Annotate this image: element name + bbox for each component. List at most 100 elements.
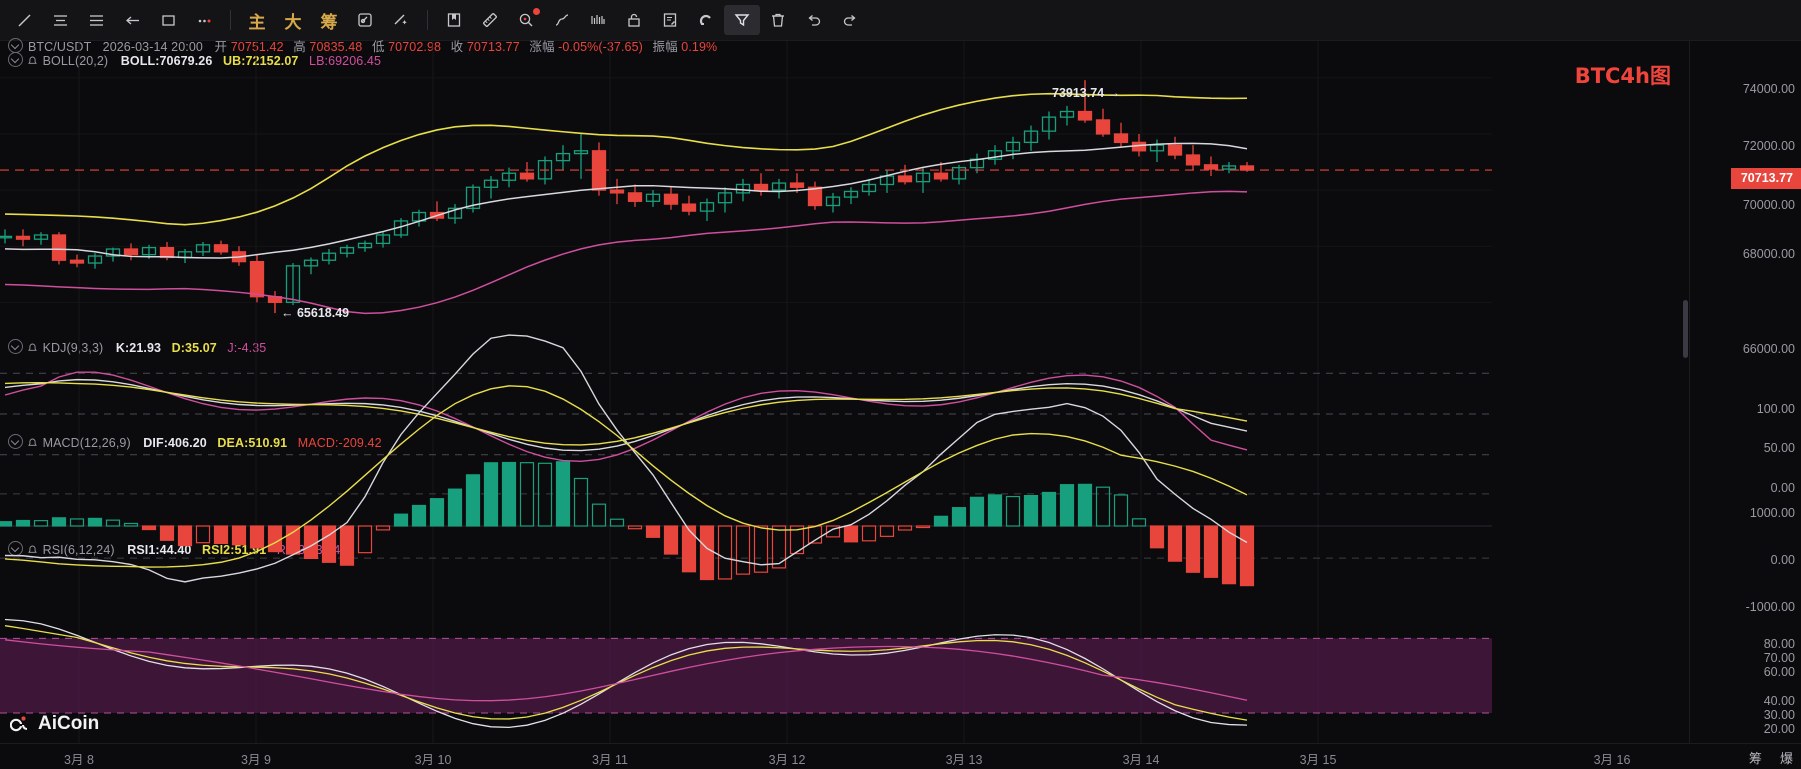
macd-dea-value: DEA:510.91 xyxy=(217,436,288,450)
price-axis[interactable]: 74000.00 72000.00 70000.00 68000.00 6600… xyxy=(1689,41,1801,744)
bell-icon[interactable] xyxy=(28,437,37,447)
time-axis[interactable]: 3月 8 3月 9 3月 10 3月 11 3月 12 3月 13 3月 14 … xyxy=(0,743,1801,769)
magnet-edit-icon[interactable] xyxy=(347,5,383,35)
axis-price-66000: 66000.00 xyxy=(1742,342,1795,356)
drawing-toolbar: 主 大 筹 xyxy=(0,0,1801,41)
symbol-label[interactable]: BTC/USDT xyxy=(28,40,92,54)
trendline-icon[interactable] xyxy=(6,5,42,35)
axis-rsi-40: 40.00 xyxy=(1763,694,1795,708)
corner-tools[interactable]: 筹 爆 xyxy=(1735,748,1793,767)
axis-price-72000: 72000.00 xyxy=(1742,139,1795,153)
ruler-icon[interactable] xyxy=(472,5,508,35)
big-order-button[interactable]: 大 xyxy=(284,12,302,33)
line-magic-icon[interactable] xyxy=(383,5,419,35)
alert-badge xyxy=(533,8,540,15)
period-high-marker: 73913.74 → xyxy=(1052,86,1121,100)
bell-icon[interactable] xyxy=(28,55,37,65)
notes-icon[interactable] xyxy=(652,5,688,35)
axis-rsi-30: 30.00 xyxy=(1763,708,1795,722)
open-value: 70751.42 xyxy=(230,40,284,54)
bookmark-icon[interactable] xyxy=(436,5,472,35)
axis-rsi-20: 20.00 xyxy=(1763,722,1795,736)
low-label: 低 xyxy=(371,40,385,54)
change-label: 涨幅 xyxy=(529,40,555,54)
axis-rsi-70: 70.00 xyxy=(1763,651,1795,665)
kdj-d-value: D:35.07 xyxy=(171,341,217,355)
macd-dif-value: DIF:406.20 xyxy=(143,436,207,450)
corner-tool-chips[interactable]: 筹 xyxy=(1748,752,1762,767)
boll-mid-value: BOLL:70679.26 xyxy=(120,54,213,68)
chart-canvas[interactable] xyxy=(0,41,1690,744)
corner-tool-burst[interactable]: 爆 xyxy=(1779,752,1793,767)
redo-icon[interactable] xyxy=(832,5,868,35)
axis-macd-0: 0.00 xyxy=(1770,553,1795,567)
time-label-8: 3月 16 xyxy=(1593,753,1631,767)
boll-lb-value: LB:69206.45 xyxy=(309,54,382,68)
watermark-text: AiCoin xyxy=(38,713,100,734)
quote-datetime: 2026-03-14 20:00 xyxy=(102,40,203,54)
time-label-3: 3月 11 xyxy=(592,753,628,767)
change-value: -0.05%(-37.65) xyxy=(558,40,643,54)
quote-legend: BTC/USDT 2026-03-14 20:00 开 70751.42 高 7… xyxy=(8,36,717,55)
filter-icon[interactable] xyxy=(724,5,760,35)
kdj-name[interactable]: KDJ(9,3,3) xyxy=(42,341,104,355)
toggle-visibility-icon[interactable] xyxy=(8,52,23,67)
kdj-k-value: K:21.93 xyxy=(115,341,162,355)
toolbar-divider-2 xyxy=(427,10,428,30)
horizontal-lines-icon[interactable] xyxy=(42,5,78,35)
kdj-j-value: J:-4.35 xyxy=(227,341,267,355)
boll-name[interactable]: BOLL(20,2) xyxy=(42,54,109,68)
more-tools-icon[interactable] xyxy=(186,5,222,35)
chart-title-annotation: BTC4h图 xyxy=(1574,64,1671,88)
axis-rsi-60: 60.00 xyxy=(1763,665,1795,679)
kdj-legend: KDJ(9,3,3) K:21.93 D:35.07 J:-4.35 xyxy=(8,339,266,355)
rsi1-value: RSI1:44.40 xyxy=(127,543,192,557)
search-alert-icon[interactable] xyxy=(508,5,544,35)
amplitude-label: 振幅 xyxy=(652,40,678,54)
volume-icon[interactable] xyxy=(580,5,616,35)
main-chart-button[interactable]: 主 xyxy=(248,12,266,33)
close-value: 70713.77 xyxy=(466,40,520,54)
time-label-7: 3月 15 xyxy=(1299,753,1337,767)
axis-macd-1000: 1000.00 xyxy=(1749,506,1795,520)
bell-icon[interactable] xyxy=(28,544,37,554)
boll-ub-value: UB:72152.07 xyxy=(222,54,299,68)
vertical-scrollbar[interactable] xyxy=(1683,300,1688,358)
aicoin-logo-icon xyxy=(9,715,32,733)
chip-distribution-button[interactable]: 筹 xyxy=(320,12,338,33)
time-label-1: 3月 9 xyxy=(241,753,271,767)
last-price-badge: 70713.77 xyxy=(1730,168,1801,189)
trash-icon[interactable] xyxy=(760,5,796,35)
rectangle-icon[interactable] xyxy=(150,5,186,35)
arrow-left-icon[interactable] xyxy=(114,5,150,35)
pen-icon[interactable] xyxy=(544,5,580,35)
undo-icon[interactable] xyxy=(796,5,832,35)
boll-legend: BOLL(20,2) BOLL:70679.26 UB:72152.07 LB:… xyxy=(8,52,381,68)
low-value: 70702.98 xyxy=(388,40,442,54)
watermark: AiCoin xyxy=(9,713,100,735)
axis-kdj-100: 100.00 xyxy=(1756,402,1795,416)
axis-macd-neg1000: -1000.00 xyxy=(1745,600,1795,614)
time-label-6: 3月 14 xyxy=(1122,753,1160,767)
toggle-visibility-icon[interactable] xyxy=(8,434,23,449)
lock-icon[interactable] xyxy=(616,5,652,35)
high-label: 高 xyxy=(293,40,306,54)
open-label: 开 xyxy=(214,40,228,54)
time-label-5: 3月 13 xyxy=(945,753,983,767)
axis-price-70000: 70000.00 xyxy=(1742,198,1795,212)
parallel-channel-icon[interactable] xyxy=(78,5,114,35)
bell-icon[interactable] xyxy=(28,342,37,352)
time-label-2: 3月 10 xyxy=(414,753,452,767)
axis-price-74000: 74000.00 xyxy=(1742,82,1795,96)
toggle-visibility-icon[interactable] xyxy=(8,339,23,354)
magnet-icon[interactable] xyxy=(688,5,724,35)
macd-legend: MACD(12,26,9) DIF:406.20 DEA:510.91 MACD… xyxy=(8,434,382,450)
macd-name[interactable]: MACD(12,26,9) xyxy=(42,436,131,450)
high-value: 70835.48 xyxy=(309,40,363,54)
toolbar-divider xyxy=(230,10,231,30)
time-label-4: 3月 12 xyxy=(768,753,806,767)
time-label-0: 3月 8 xyxy=(64,753,94,767)
amplitude-value: 0.19% xyxy=(681,40,718,54)
axis-kdj-0: 0.00 xyxy=(1770,481,1795,495)
